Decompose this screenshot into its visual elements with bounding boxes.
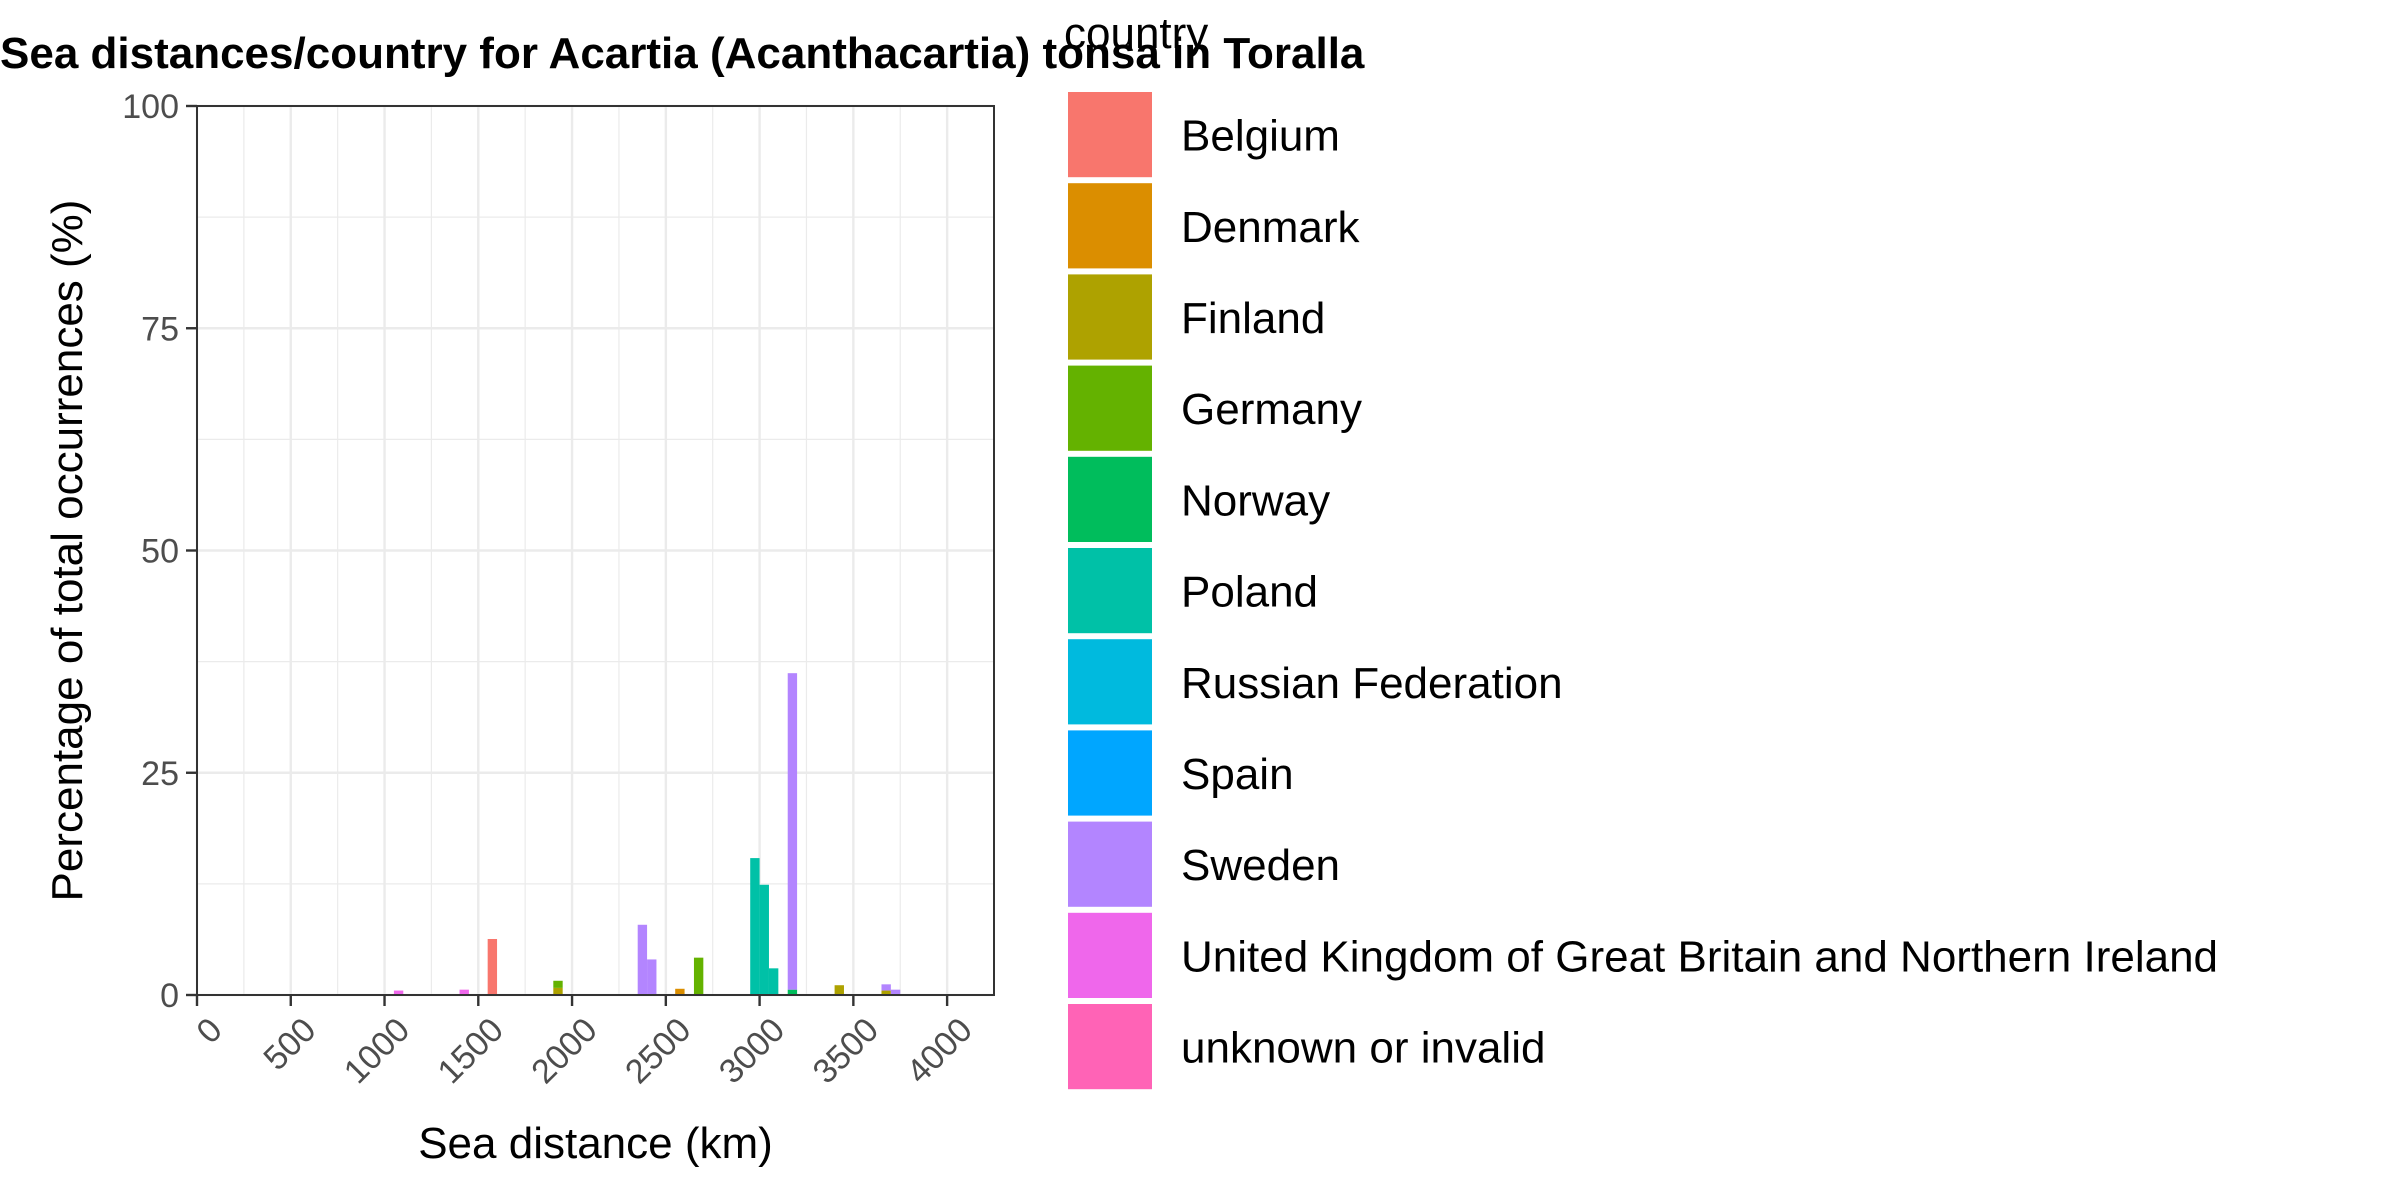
legend: Belgium Denmark Finland Germany Norway Poland… bbox=[1066, 90, 2218, 1092]
bar-norway bbox=[787, 989, 798, 995]
bar-finland bbox=[553, 987, 563, 995]
legend-label-unknown-or-invalid: unknown or invalid bbox=[1181, 1024, 1545, 1073]
legend-key-sweden bbox=[1066, 819, 1154, 909]
bar-poland bbox=[750, 858, 760, 995]
legend-key-spain bbox=[1066, 728, 1154, 818]
legend-item-denmark: Denmark bbox=[1066, 181, 1360, 271]
bar-sweden bbox=[881, 984, 891, 991]
legend-key-belgium bbox=[1066, 90, 1154, 180]
legend-key-denmark bbox=[1066, 181, 1154, 271]
legend-key-germany bbox=[1066, 363, 1154, 453]
y-tick-label: 75 bbox=[141, 310, 179, 348]
chart-title: Sea distances/country for Acartia (Acant… bbox=[0, 29, 1365, 78]
legend-item-norway: Norway bbox=[1066, 454, 1330, 544]
legend-label-russian-federation: Russian Federation bbox=[1181, 659, 1563, 708]
y-tick-label: 50 bbox=[141, 533, 179, 571]
legend-label-norway: Norway bbox=[1181, 476, 1330, 525]
bar-germany bbox=[553, 980, 563, 988]
legend-label-germany: Germany bbox=[1181, 385, 1362, 434]
legend-label-finland: Finland bbox=[1181, 294, 1325, 343]
legend-item-poland: Poland bbox=[1066, 546, 1318, 636]
legend-key-finland bbox=[1066, 272, 1154, 362]
bar-finland bbox=[834, 985, 844, 995]
legend-item-belgium: Belgium bbox=[1066, 90, 1340, 180]
legend-title: country bbox=[1064, 9, 1208, 58]
bar-sweden bbox=[787, 673, 798, 990]
legend-key-unknown-or-invalid bbox=[1066, 1002, 1154, 1092]
legend-label-denmark: Denmark bbox=[1181, 203, 1360, 252]
grid-lines bbox=[195, 104, 994, 997]
bar-sweden bbox=[637, 924, 648, 995]
legend-label-sweden: Sweden bbox=[1181, 841, 1340, 890]
legend-item-sweden: Sweden bbox=[1066, 819, 1340, 909]
legend-key-poland bbox=[1066, 546, 1154, 636]
legend-item-unknown-or-invalid: unknown or invalid bbox=[1066, 1002, 1545, 1092]
legend-label-belgium: Belgium bbox=[1181, 112, 1340, 161]
bar-sweden bbox=[890, 989, 901, 995]
legend-item-russian-federation: Russian Federation bbox=[1066, 637, 1563, 727]
legend-key-united-kingdom-of-great-britain-and-northern-ireland bbox=[1066, 910, 1154, 1000]
bars bbox=[393, 673, 901, 995]
bar-germany bbox=[693, 957, 704, 995]
legend-label-spain: Spain bbox=[1181, 750, 1294, 799]
y-tick-label: 25 bbox=[141, 755, 179, 793]
bar-united-kingdom-of-great-britain-and-northern-ireland bbox=[393, 990, 404, 995]
legend-key-russian-federation bbox=[1066, 637, 1154, 727]
bar-poland bbox=[768, 968, 779, 995]
legend-key-norway bbox=[1066, 454, 1154, 544]
legend-item-united-kingdom-of-great-britain-and-northern-ireland: United Kingdom of Great Britain and Nort… bbox=[1066, 910, 2218, 1000]
bar-sweden bbox=[647, 959, 657, 995]
bar-finland bbox=[881, 990, 891, 995]
bar-belgium bbox=[487, 938, 498, 995]
legend-item-germany: Germany bbox=[1066, 363, 1362, 453]
bar-poland bbox=[759, 884, 769, 995]
legend-label-united-kingdom-of-great-britain-and-northern-ireland: United Kingdom of Great Britain and Nort… bbox=[1181, 932, 2218, 981]
bar-united-kingdom-of-great-britain-and-northern-ireland bbox=[459, 989, 469, 995]
legend-label-poland: Poland bbox=[1181, 568, 1318, 617]
y-tick-label: 100 bbox=[122, 88, 179, 126]
legend-item-finland: Finland bbox=[1066, 272, 1325, 362]
y-axis-title: Percentage of total occurrences (%) bbox=[43, 200, 92, 902]
legend-item-spain: Spain bbox=[1066, 728, 1294, 818]
y-tick-label: 0 bbox=[160, 977, 179, 1015]
bar-denmark bbox=[675, 988, 685, 995]
x-axis-title: Sea distance (km) bbox=[418, 1119, 773, 1168]
